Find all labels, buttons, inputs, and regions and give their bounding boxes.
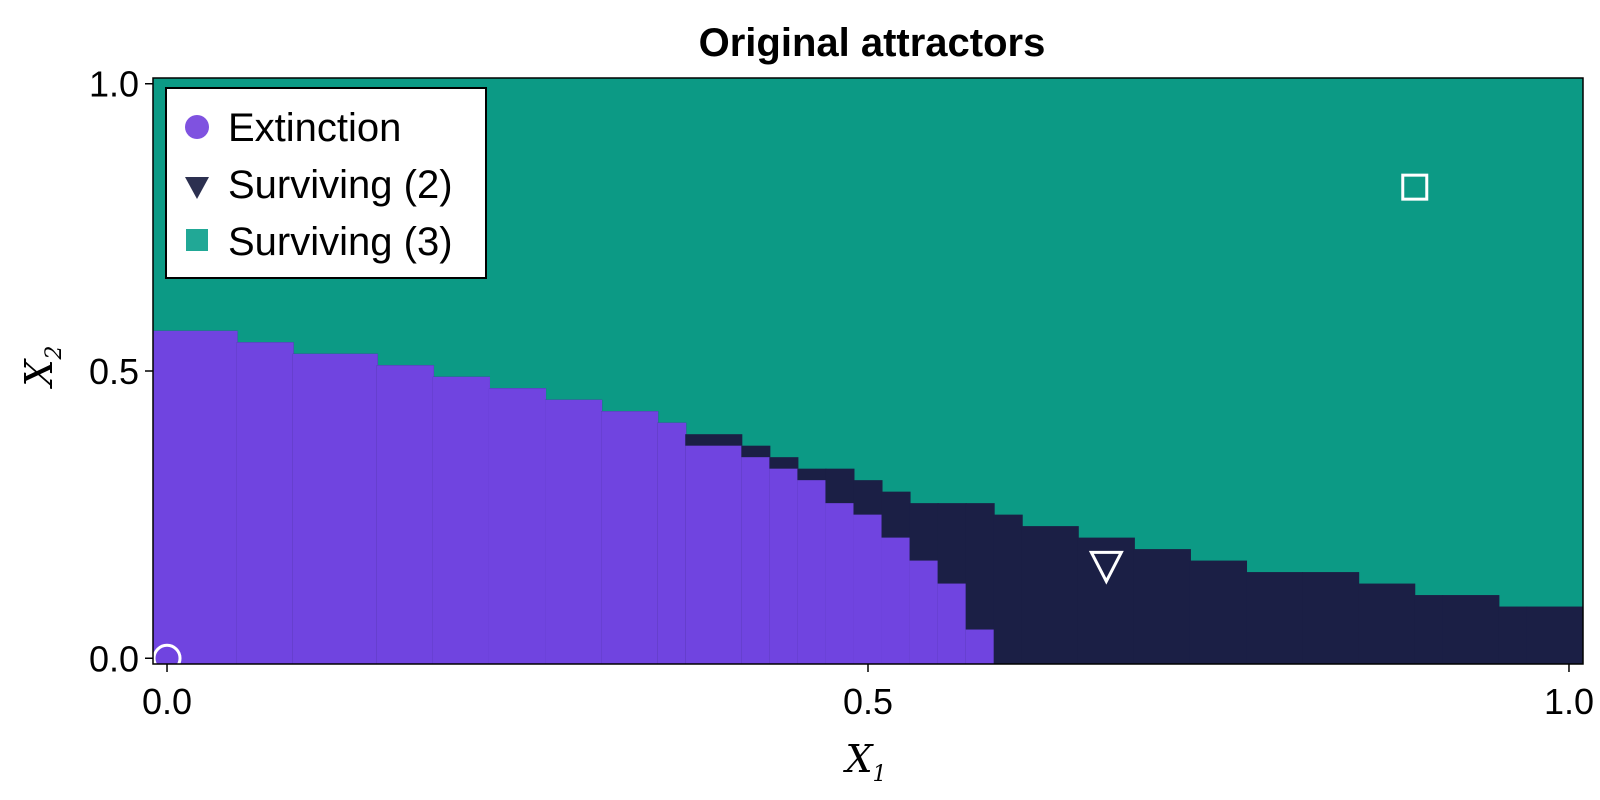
y-tick-label: 0.5 bbox=[89, 351, 139, 392]
basin-extinction-cell bbox=[881, 537, 911, 664]
legend: Extinction Surviving (2) Surviving (3) bbox=[165, 87, 487, 279]
attractor-marker-surviving-3 bbox=[1401, 173, 1429, 201]
basin-extinction-cell bbox=[797, 480, 827, 664]
basin-surviving-2-cell bbox=[993, 514, 1023, 664]
basin-extinction-cell bbox=[853, 514, 883, 664]
basin-extinction-cell bbox=[292, 353, 378, 664]
legend-label-surviving-3: Surviving (3) bbox=[228, 220, 453, 264]
basin-surviving-2-cell bbox=[1133, 549, 1191, 664]
basin-extinction-cell bbox=[432, 376, 490, 664]
x-tick-label: 0.5 bbox=[843, 681, 893, 722]
basin-extinction-cell bbox=[909, 560, 939, 664]
basin-surviving-2-cell bbox=[1246, 572, 1304, 664]
x-tick-label: 1.0 bbox=[1544, 681, 1594, 722]
attractor-marker-surviving-2 bbox=[1088, 550, 1124, 585]
basin-surviving-2-cell bbox=[1442, 595, 1500, 664]
x-axis: 0.0 0.5 1.0 bbox=[142, 664, 1594, 722]
y-tick-label: 1.0 bbox=[89, 64, 139, 105]
basin-extinction-cell bbox=[825, 503, 855, 664]
y-axis-label: X2 bbox=[17, 345, 67, 389]
basin-extinction-cell bbox=[657, 422, 687, 664]
basin-extinction-cell bbox=[769, 468, 799, 664]
basin-surviving-2-cell bbox=[1302, 572, 1360, 664]
x-axis-label: X1 bbox=[842, 737, 886, 787]
basin-surviving-2-cell bbox=[1021, 526, 1079, 664]
chart-title: Original attractors bbox=[699, 21, 1046, 65]
y-axis: 0.0 0.5 1.0 bbox=[89, 64, 153, 679]
basin-surviving-2-cell bbox=[1526, 606, 1584, 664]
legend-marker-surviving-3 bbox=[186, 229, 208, 251]
basin-extinction-cell bbox=[545, 399, 603, 664]
legend-label-extinction: Extinction bbox=[228, 106, 401, 150]
basin-extinction-cell bbox=[152, 330, 238, 664]
basin-extinction-cell bbox=[488, 388, 547, 664]
basin-surviving-2-cell bbox=[1189, 560, 1248, 664]
legend-marker-surviving-2 bbox=[185, 177, 209, 199]
basin-extinction-cell bbox=[937, 583, 967, 664]
legend-marker-extinction bbox=[185, 115, 209, 139]
basin-surviving-2-cell bbox=[1077, 537, 1135, 664]
basin-extinction-cell bbox=[376, 365, 434, 664]
x-tick-label: 0.0 bbox=[142, 681, 192, 722]
basin-surviving-2-cell bbox=[1414, 595, 1444, 664]
basin-extinction-cell bbox=[741, 457, 771, 664]
basin-extinction-cell bbox=[965, 629, 995, 664]
legend-box bbox=[165, 87, 487, 279]
basin-surviving-2-cell bbox=[1358, 583, 1416, 664]
plot-area bbox=[152, 78, 1584, 664]
basin-surviving-2-cell bbox=[1498, 606, 1528, 664]
y-tick-label: 0.0 bbox=[89, 638, 139, 679]
svg-text:X2: X2 bbox=[17, 345, 67, 389]
basin-extinction-cell bbox=[236, 342, 294, 664]
basin-extinction-cell bbox=[685, 445, 743, 664]
legend-label-surviving-2: Surviving (2) bbox=[228, 163, 453, 207]
basin-extinction-cell bbox=[601, 411, 659, 664]
